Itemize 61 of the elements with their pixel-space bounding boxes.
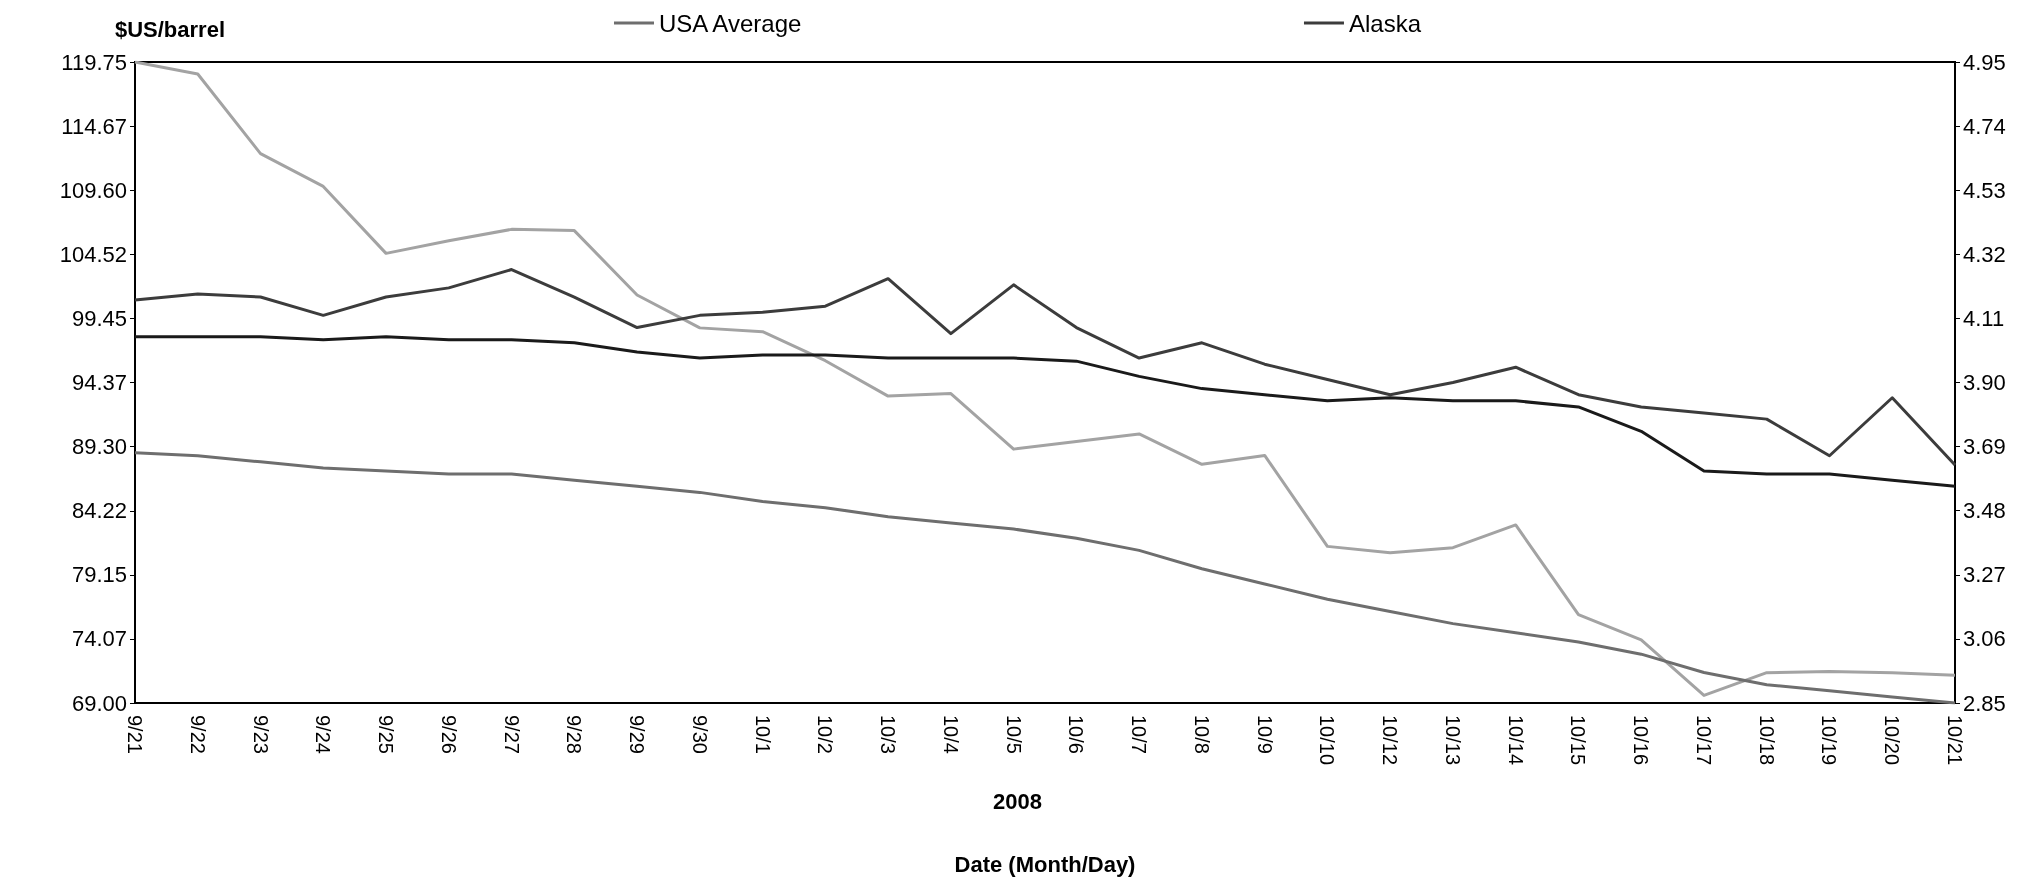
y-tick-label: 84.22 — [71, 498, 127, 524]
y2-tick-label: 2.85 — [1963, 690, 2006, 716]
x-tick-label: 9/23 — [249, 715, 272, 754]
x-tick-label: 10/1 — [751, 715, 774, 754]
y-tick-label: 69.00 — [71, 690, 127, 716]
x-tick-label: 10/18 — [1755, 715, 1778, 766]
x-tick-label: 10/7 — [1128, 715, 1151, 754]
line-series — [133, 60, 1957, 697]
x-tick-label: 10/19 — [1818, 715, 1841, 766]
legend-label: Alaska — [1348, 9, 1422, 37]
line-series — [133, 268, 1957, 467]
y-tick-label: 74.07 — [71, 626, 127, 652]
x-axis-title: Date (Month/Day) — [954, 851, 1136, 877]
y-axis-title: $US/barrel — [114, 16, 225, 42]
legend-label: USA Average — [659, 9, 802, 37]
y2-tick-label: 3.06 — [1963, 626, 2006, 652]
y2-tick-label: 4.95 — [1963, 49, 2006, 75]
y2-tick-label: 3.27 — [1963, 562, 2006, 588]
y2-tick-label: 4.11 — [1963, 305, 2005, 331]
x-tick-label: 9/28 — [563, 715, 586, 754]
x-tick-label: 10/3 — [877, 715, 900, 754]
y2-tick-label: 4.53 — [1963, 177, 2006, 203]
x-tick-label: 9/29 — [626, 715, 649, 754]
y-tick-label: 94.37 — [71, 370, 127, 396]
x-tick-label: 9/21 — [124, 715, 146, 754]
x-tick-label: 10/8 — [1190, 715, 1213, 754]
y-tick-label: 119.75 — [61, 49, 127, 75]
x-tick-label: 9/22 — [186, 715, 209, 754]
x-tick-label: 10/13 — [1441, 715, 1464, 766]
line-series — [133, 451, 1957, 705]
x-tick-label: 10/6 — [1065, 715, 1088, 754]
line-series — [133, 335, 1957, 488]
x-tick-label: 10/4 — [939, 715, 962, 754]
x-tick-label: 10/10 — [1316, 715, 1339, 766]
y2-tick-label: 3.69 — [1963, 434, 2006, 460]
x-tick-label: 10/14 — [1504, 715, 1527, 766]
x-tick-label: 9/27 — [500, 715, 523, 754]
x-tick-label: 9/26 — [437, 715, 460, 754]
x-tick-label: 10/5 — [1002, 715, 1025, 754]
x-tick-label: 10/12 — [1379, 715, 1402, 766]
y-tick-label: 89.30 — [71, 434, 127, 460]
x-tick-label: 10/21 — [1944, 715, 1966, 766]
x-tick-label: 9/24 — [312, 715, 335, 754]
y-tick-label: 104.52 — [59, 241, 127, 267]
y-tick-label: 99.45 — [71, 305, 127, 331]
x-tick-label: 9/30 — [688, 715, 711, 754]
x-tick-label: 10/16 — [1630, 715, 1653, 766]
x-tick-label: 10/9 — [1253, 715, 1276, 754]
y-tick-label: 79.15 — [71, 562, 127, 588]
y2-tick-label: 4.74 — [1963, 113, 2006, 139]
y2-tick-label: 3.48 — [1963, 498, 2006, 524]
y-tick-label: 114.67 — [61, 113, 127, 139]
x-tick-label: 10/20 — [1881, 715, 1904, 766]
x-tick-label: 10/2 — [814, 715, 837, 754]
text: 2008 — [993, 788, 1042, 814]
x-tick-label: 9/25 — [375, 715, 398, 754]
y2-tick-label: 3.90 — [1963, 370, 2006, 395]
y2-tick-label: 4.32 — [1963, 241, 2006, 267]
x-tick-label: 10/17 — [1692, 715, 1715, 766]
x-tick-label: 10/15 — [1567, 715, 1590, 766]
y-tick-label: 109.60 — [59, 177, 127, 203]
